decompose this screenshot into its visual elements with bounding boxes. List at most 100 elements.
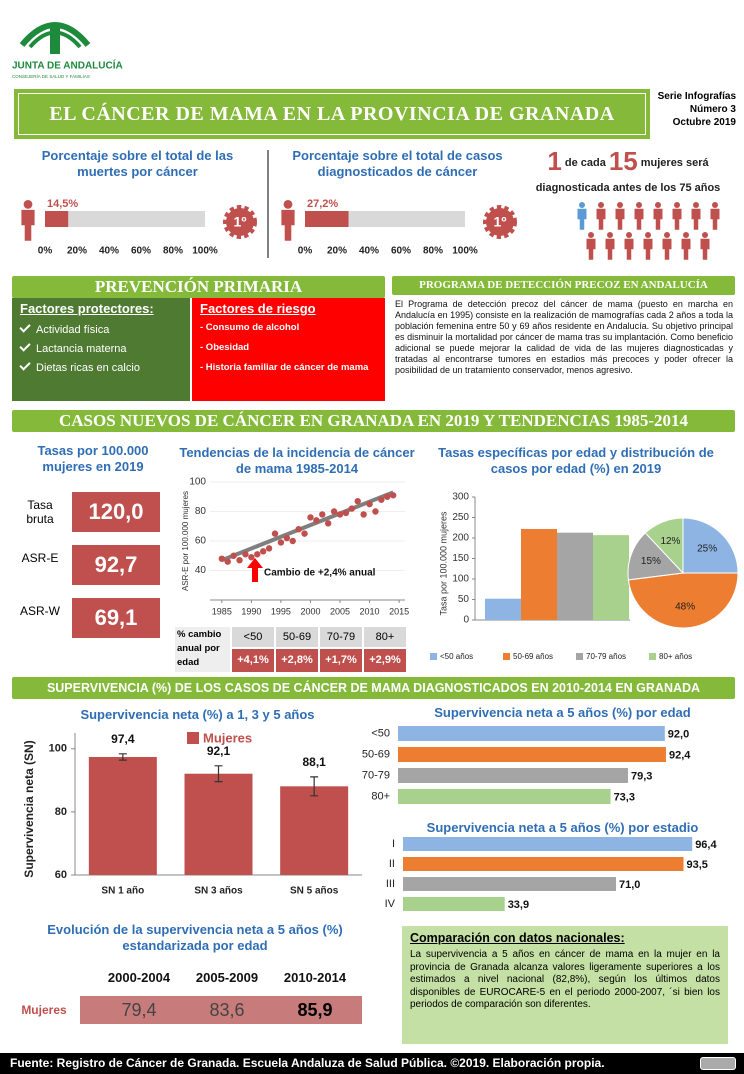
legend-swatch xyxy=(187,732,199,744)
bar-track xyxy=(45,211,205,227)
by_stage-title: Supervivencia neta a 5 años (%) por esta… xyxy=(426,820,699,835)
person-icon xyxy=(577,202,587,230)
x-tick-label: 100% xyxy=(452,246,478,257)
legend-swatch xyxy=(503,653,510,660)
person-icon xyxy=(643,232,653,260)
x-tick-label: 40% xyxy=(359,246,379,257)
error-bar xyxy=(310,776,319,797)
series-line: Octubre 2019 xyxy=(672,117,736,128)
legend-label: <50 años xyxy=(440,652,473,661)
series-line: Número 3 xyxy=(689,104,736,115)
person-body xyxy=(681,238,691,260)
pie-slice xyxy=(627,532,685,581)
person-body xyxy=(691,208,701,230)
evolution-value: 83,6 xyxy=(209,1000,245,1020)
pie-label: 12% xyxy=(660,536,680,547)
y-tick-label: 60 xyxy=(195,536,207,547)
rate-label: ASR-W xyxy=(20,604,60,618)
person-icon xyxy=(281,200,295,241)
person-body xyxy=(605,238,615,260)
bar xyxy=(398,726,665,741)
person-body xyxy=(596,208,606,230)
data-point xyxy=(360,511,367,518)
data-point xyxy=(313,517,320,524)
legend-swatch xyxy=(576,653,583,660)
logo xyxy=(19,22,91,54)
rank-badge xyxy=(483,205,517,239)
y-tick-label: 80+ xyxy=(371,790,390,802)
data-point xyxy=(342,509,350,517)
legend-swatch xyxy=(649,653,656,660)
y-tick-label: II xyxy=(389,858,395,870)
x-tick-label: SN 5 años xyxy=(290,886,339,897)
evolution-value: 85,9 xyxy=(297,1000,333,1020)
pie-label: 25% xyxy=(697,544,717,555)
person-icon xyxy=(634,202,644,230)
data-point xyxy=(348,505,356,512)
percent-label: 14,5% xyxy=(47,198,78,210)
data-point xyxy=(330,508,338,515)
data-point xyxy=(319,511,326,518)
period-label: 2010-2014 xyxy=(283,970,347,985)
y-tick-label: 60 xyxy=(55,869,67,881)
protective-text: Actividad física xyxy=(36,324,110,336)
data-point xyxy=(366,500,373,508)
pie-label: 48% xyxy=(675,602,695,613)
data-point xyxy=(324,520,332,527)
y-tick-label: 200 xyxy=(452,533,469,544)
bar xyxy=(403,897,505,911)
rate-box: 120,0 xyxy=(72,492,160,532)
person-icon xyxy=(615,202,625,230)
annotation-arrow xyxy=(247,558,263,582)
survival-banner: SUPERVIVENCIA (%) DE LOS CASOS DE CÁNCER… xyxy=(12,677,735,699)
data-point xyxy=(336,511,344,518)
data-point xyxy=(295,526,302,533)
x-tick-label: 80% xyxy=(163,246,183,257)
table-corner: % cambio anual por edad xyxy=(175,627,230,672)
y-axis-label: Supervivencia neta (SN) xyxy=(22,740,36,877)
comparison-title: Comparación con datos nacionales: xyxy=(410,931,625,945)
y-tick-label: I xyxy=(392,838,395,850)
x-tick-label: SN 1 año xyxy=(101,886,144,897)
program-title: PROGRAMA DE DETECCIÓN PRECOZ EN ANDALUCÍ… xyxy=(392,276,735,295)
bar xyxy=(280,786,349,875)
y-tick-label: IV xyxy=(385,898,396,910)
evolution-strip xyxy=(80,996,362,1024)
person-body xyxy=(21,209,35,241)
evolution-title: Evolución de la supervivencia neta a 5 a… xyxy=(47,922,343,953)
person-body xyxy=(281,209,295,241)
x-tick-label: SN 3 años xyxy=(194,886,243,897)
y-axis-label: Tasa por 100.000 mujeres xyxy=(438,511,448,616)
percent-bar xyxy=(45,211,69,227)
risk-item: - Consumo de alcohol xyxy=(200,322,300,333)
data-point xyxy=(372,508,379,515)
check-icon xyxy=(19,359,31,371)
risk-of: de cada xyxy=(565,157,607,169)
rate-label: ASR-E xyxy=(21,551,59,565)
table-head: 50-69 xyxy=(276,627,318,647)
risk-box: Factores de riesgo - Consumo de alcohol - … xyxy=(192,298,385,401)
person-body xyxy=(634,208,644,230)
bar xyxy=(403,837,693,851)
x-tick-label: 1995 xyxy=(271,606,291,616)
x-tick-label: 60% xyxy=(131,246,151,257)
pie-label: 15% xyxy=(641,556,661,567)
value-label: 73,3 xyxy=(614,791,635,803)
data-point xyxy=(218,555,226,562)
person-body xyxy=(672,208,682,230)
table-head: <50 xyxy=(232,627,274,647)
y-tick-label: 100 xyxy=(452,574,469,585)
protective-item: Lactancia materna xyxy=(19,340,182,359)
person-head xyxy=(655,202,661,208)
error-bar xyxy=(118,753,127,761)
protective-box: Factores protectores: Actividad física Lac… xyxy=(12,298,190,401)
protective-title: Factores protectores: xyxy=(20,301,154,316)
x-tick-label: 2015 xyxy=(389,606,409,616)
data-point xyxy=(265,545,273,552)
person-icon xyxy=(21,200,35,241)
comparison-text: La supervivencia a 5 años en cáncer de m… xyxy=(410,949,720,1010)
error-bar xyxy=(214,765,223,783)
value-label: 33,9 xyxy=(508,899,529,911)
